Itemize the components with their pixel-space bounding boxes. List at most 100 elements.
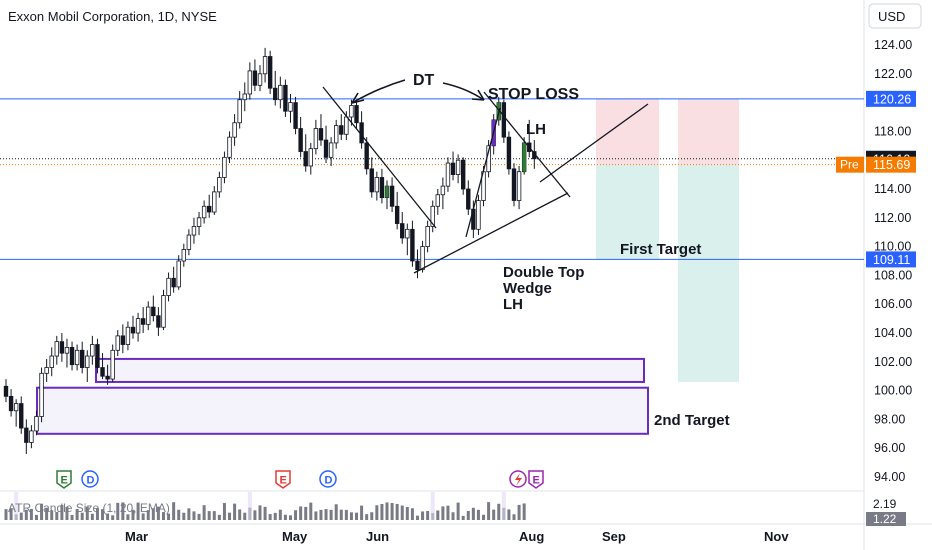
indicator-bar xyxy=(146,510,150,520)
indicator-bar xyxy=(141,513,145,520)
candle xyxy=(420,240,425,273)
candle xyxy=(130,315,136,339)
candle xyxy=(105,364,110,385)
candle xyxy=(440,177,446,210)
indicator-bar xyxy=(385,502,389,520)
indicator-bar xyxy=(217,514,221,520)
event-marker-e[interactable]: E xyxy=(528,470,544,489)
indicator-bar xyxy=(471,507,475,520)
candle xyxy=(425,220,430,253)
x-tick-label: Mar xyxy=(125,529,148,544)
indicator-value-top: 2.19 xyxy=(873,497,897,511)
indicator-bar xyxy=(370,512,374,520)
candle xyxy=(349,99,354,126)
dividend-lightning-icon[interactable] xyxy=(509,470,527,488)
price-badge-value: 120.26 xyxy=(873,92,911,106)
event-letter: E xyxy=(61,475,68,487)
trend-line-dt-down xyxy=(322,86,437,229)
time-axis[interactable]: Mar May Jun Aug Sep Nov xyxy=(125,529,789,544)
candle xyxy=(435,189,440,215)
arrow-dt-left xyxy=(351,79,406,104)
candle xyxy=(501,99,507,143)
indicator-bar xyxy=(405,507,409,520)
candle xyxy=(364,137,369,175)
indicator-bar xyxy=(299,506,303,520)
arrow-dt-right xyxy=(442,82,485,101)
indicator-bar xyxy=(95,508,99,520)
candle xyxy=(400,212,405,244)
indicator-bar xyxy=(268,514,272,520)
candle xyxy=(323,125,329,164)
candle xyxy=(232,114,237,146)
indicator-bar xyxy=(126,514,130,520)
highlight-candle xyxy=(522,142,526,172)
annotation-first-target: First Target xyxy=(620,241,701,258)
candle xyxy=(273,70,278,106)
indicator-bar xyxy=(19,512,23,520)
candle xyxy=(262,47,268,83)
indicator-bar xyxy=(294,510,298,520)
candle xyxy=(13,399,19,427)
indicator-bar xyxy=(395,503,399,520)
pre-label: Pre xyxy=(840,158,859,172)
indicator-bar xyxy=(314,511,318,520)
indicator-bar xyxy=(375,505,379,520)
lh-down-line xyxy=(483,91,571,198)
event-letter: E xyxy=(533,475,540,487)
candle xyxy=(74,344,80,371)
chart-title: Exxon Mobil Corporation, 1D, NYSE xyxy=(8,9,217,24)
indicator-bar xyxy=(451,512,455,520)
candle xyxy=(135,312,141,342)
candle xyxy=(151,295,156,322)
arrow-dt-left-head xyxy=(351,92,365,104)
indicator-bar xyxy=(212,511,216,520)
candle xyxy=(24,419,29,454)
indicator-bar xyxy=(410,508,414,520)
indicator-bar xyxy=(304,506,308,520)
candle xyxy=(257,65,263,92)
candle xyxy=(288,93,293,123)
candle xyxy=(49,347,54,377)
event-marker-e[interactable]: E xyxy=(275,470,291,489)
indicator-bar xyxy=(111,515,115,520)
candle xyxy=(191,217,197,244)
event-marker-d[interactable]: D xyxy=(319,470,337,488)
candle xyxy=(156,307,161,336)
event-marker-d[interactable]: D xyxy=(81,470,99,488)
indicator-bar xyxy=(161,512,165,520)
candle xyxy=(34,410,39,436)
indicator-bar xyxy=(101,509,105,520)
y-tick-label: 114.00 xyxy=(874,182,911,196)
candle xyxy=(410,220,415,267)
indicator-highlight xyxy=(247,492,252,520)
candle xyxy=(54,335,59,365)
indicator-bar xyxy=(456,502,460,520)
indicator-bar xyxy=(482,514,486,520)
candle xyxy=(308,142,313,175)
indicator-bar xyxy=(207,511,211,520)
indicator-bar xyxy=(70,514,74,520)
price-badge-value: 115.69 xyxy=(873,158,910,172)
currency-button[interactable]: USD xyxy=(868,3,922,29)
indicator-bar xyxy=(355,512,359,520)
annotation-wedge: Wedge xyxy=(503,280,552,297)
indicator-bar xyxy=(116,502,120,520)
candle xyxy=(389,177,395,213)
event-marker-e[interactable]: E xyxy=(56,470,72,489)
indicator-bar xyxy=(258,505,262,520)
annotation-stop-loss: STOP LOSS xyxy=(488,86,579,103)
candle xyxy=(328,137,334,166)
indicator-bar xyxy=(50,510,54,520)
candle xyxy=(39,367,44,423)
indicator-bar xyxy=(238,509,242,520)
indicator-bar xyxy=(288,515,292,520)
indicator-bar xyxy=(446,505,450,520)
indicator-highlight xyxy=(501,492,506,520)
indicator-bar xyxy=(29,508,33,520)
indicator-bar xyxy=(136,502,140,520)
candle xyxy=(227,131,232,164)
x-tick-label: Nov xyxy=(764,529,789,544)
candle xyxy=(186,229,192,256)
